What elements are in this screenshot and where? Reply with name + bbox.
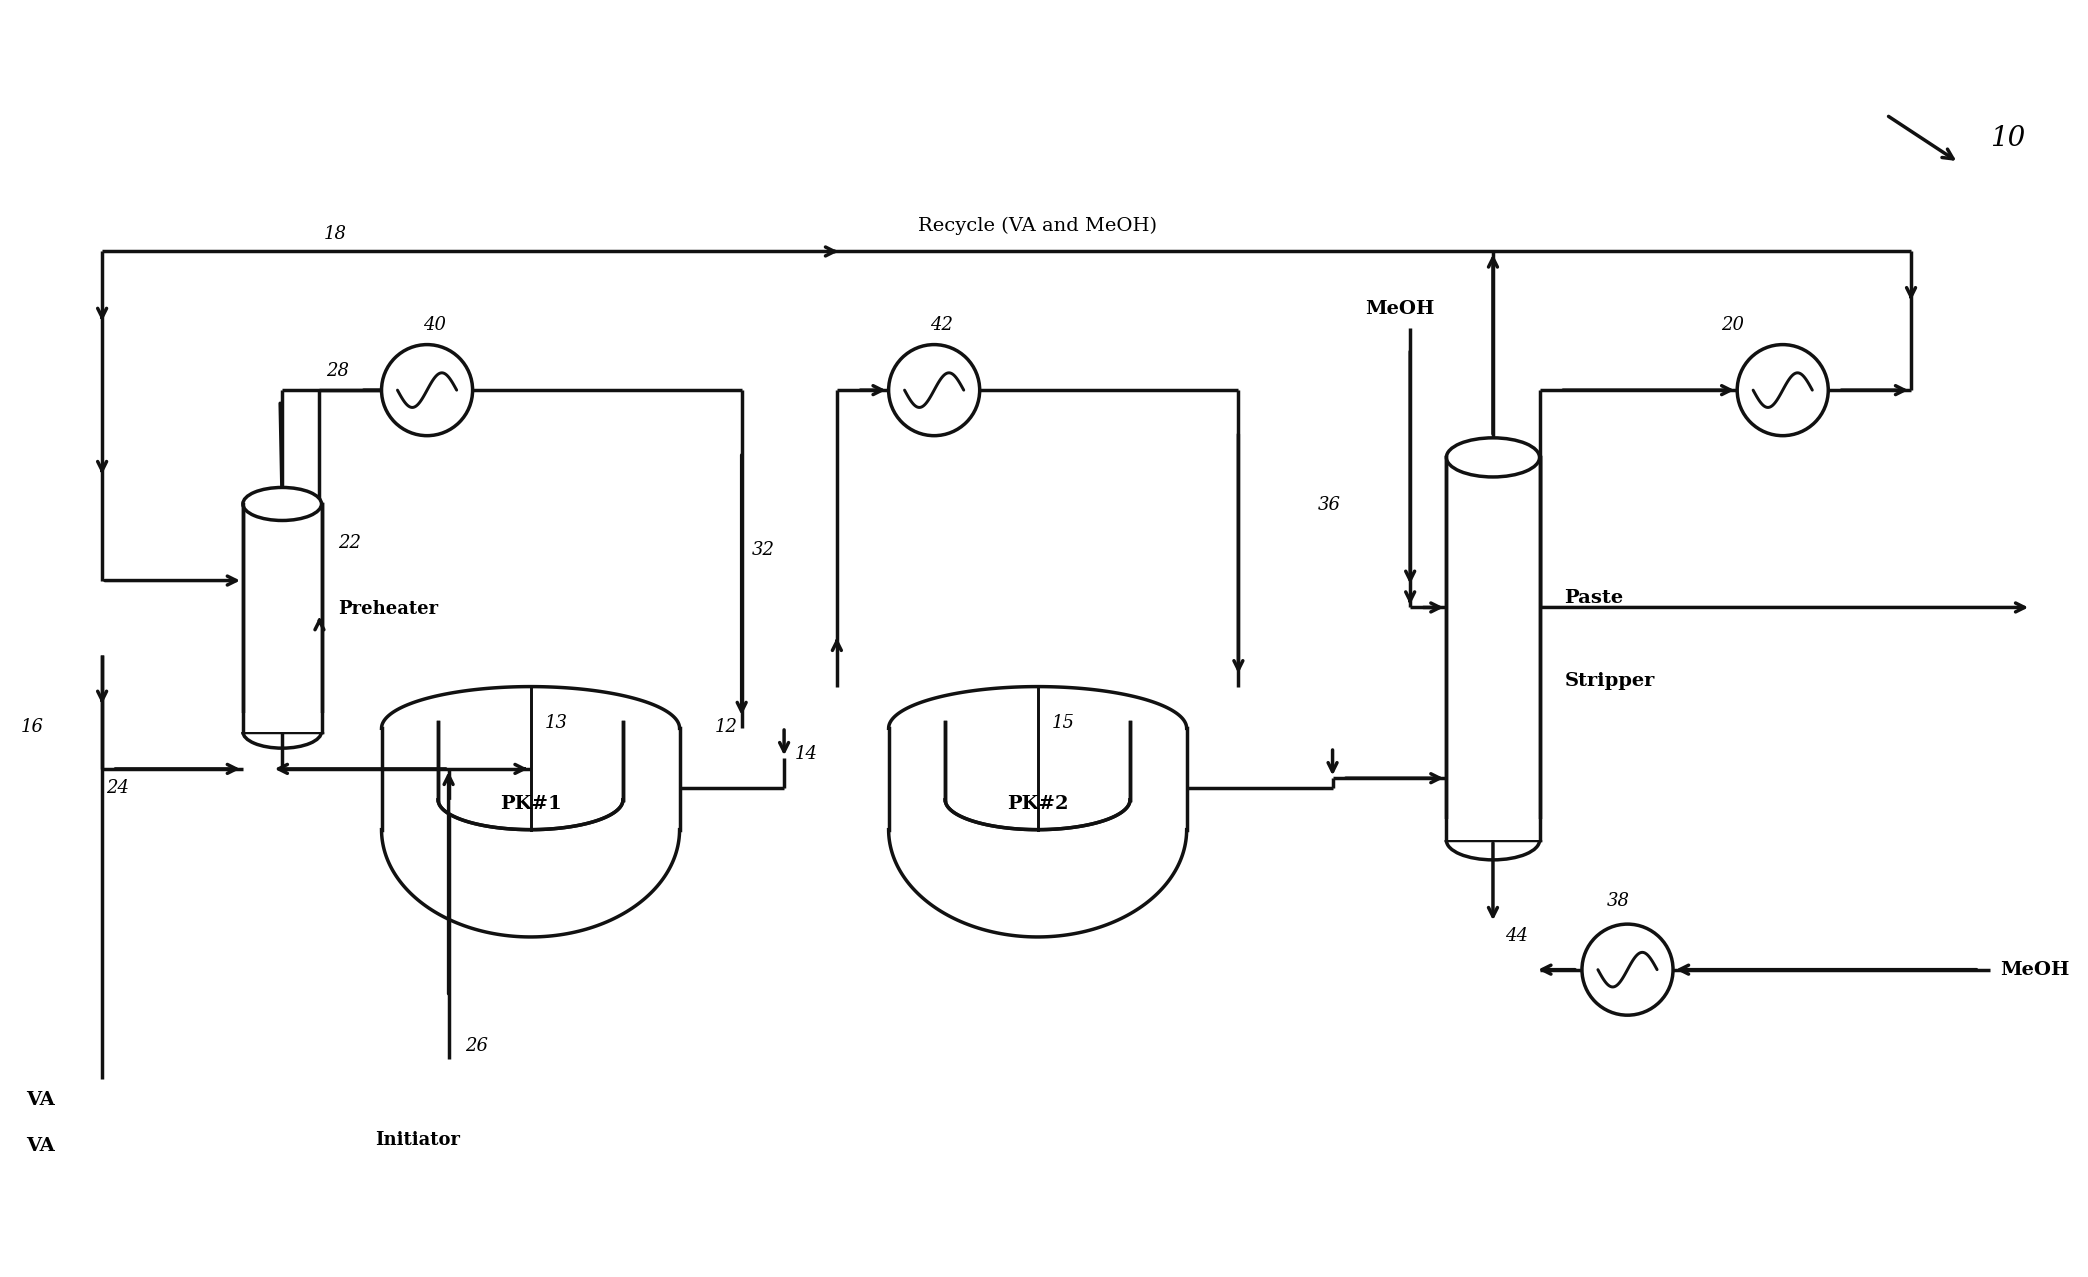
Circle shape <box>1737 345 1829 435</box>
Text: Preheater: Preheater <box>338 600 438 618</box>
Ellipse shape <box>242 488 322 521</box>
Bar <box>242 504 322 732</box>
Text: VA: VA <box>25 1091 54 1108</box>
Bar <box>238 713 326 732</box>
Ellipse shape <box>1447 821 1539 859</box>
Polygon shape <box>946 799 1130 830</box>
Circle shape <box>889 345 979 435</box>
Text: 24: 24 <box>106 779 129 797</box>
Text: Stripper: Stripper <box>1564 672 1656 691</box>
Text: PK#1: PK#1 <box>499 796 562 813</box>
Text: 26: 26 <box>466 1037 489 1055</box>
Text: VA: VA <box>25 1137 54 1154</box>
Text: 38: 38 <box>1608 891 1631 909</box>
Text: 40: 40 <box>424 317 447 335</box>
Polygon shape <box>889 687 1186 937</box>
Circle shape <box>1583 925 1672 1015</box>
Polygon shape <box>382 687 679 937</box>
Text: 10: 10 <box>1990 125 2025 152</box>
Polygon shape <box>438 799 622 830</box>
Text: 14: 14 <box>793 744 816 762</box>
Bar <box>1447 457 1539 840</box>
Text: 13: 13 <box>545 714 568 732</box>
Text: 42: 42 <box>929 317 952 335</box>
Text: 36: 36 <box>1318 497 1340 515</box>
Text: Initiator: Initiator <box>376 1131 459 1149</box>
Text: 16: 16 <box>21 719 44 737</box>
Bar <box>1443 819 1543 840</box>
Ellipse shape <box>1447 438 1539 476</box>
Text: Recycle (VA and MeOH): Recycle (VA and MeOH) <box>919 217 1157 235</box>
Text: PK#2: PK#2 <box>1006 796 1069 813</box>
Text: 20: 20 <box>1721 317 1743 335</box>
Text: 32: 32 <box>752 541 775 559</box>
Text: 18: 18 <box>324 225 347 243</box>
Text: 28: 28 <box>326 361 349 379</box>
Text: 12: 12 <box>714 718 737 736</box>
Text: 15: 15 <box>1052 714 1075 732</box>
Text: 44: 44 <box>1505 927 1528 945</box>
Text: Paste: Paste <box>1564 590 1624 608</box>
Circle shape <box>382 345 472 435</box>
Text: MeOH: MeOH <box>1366 300 1434 318</box>
Ellipse shape <box>242 715 322 748</box>
Text: 22: 22 <box>338 534 361 552</box>
Text: MeOH: MeOH <box>2000 960 2069 978</box>
